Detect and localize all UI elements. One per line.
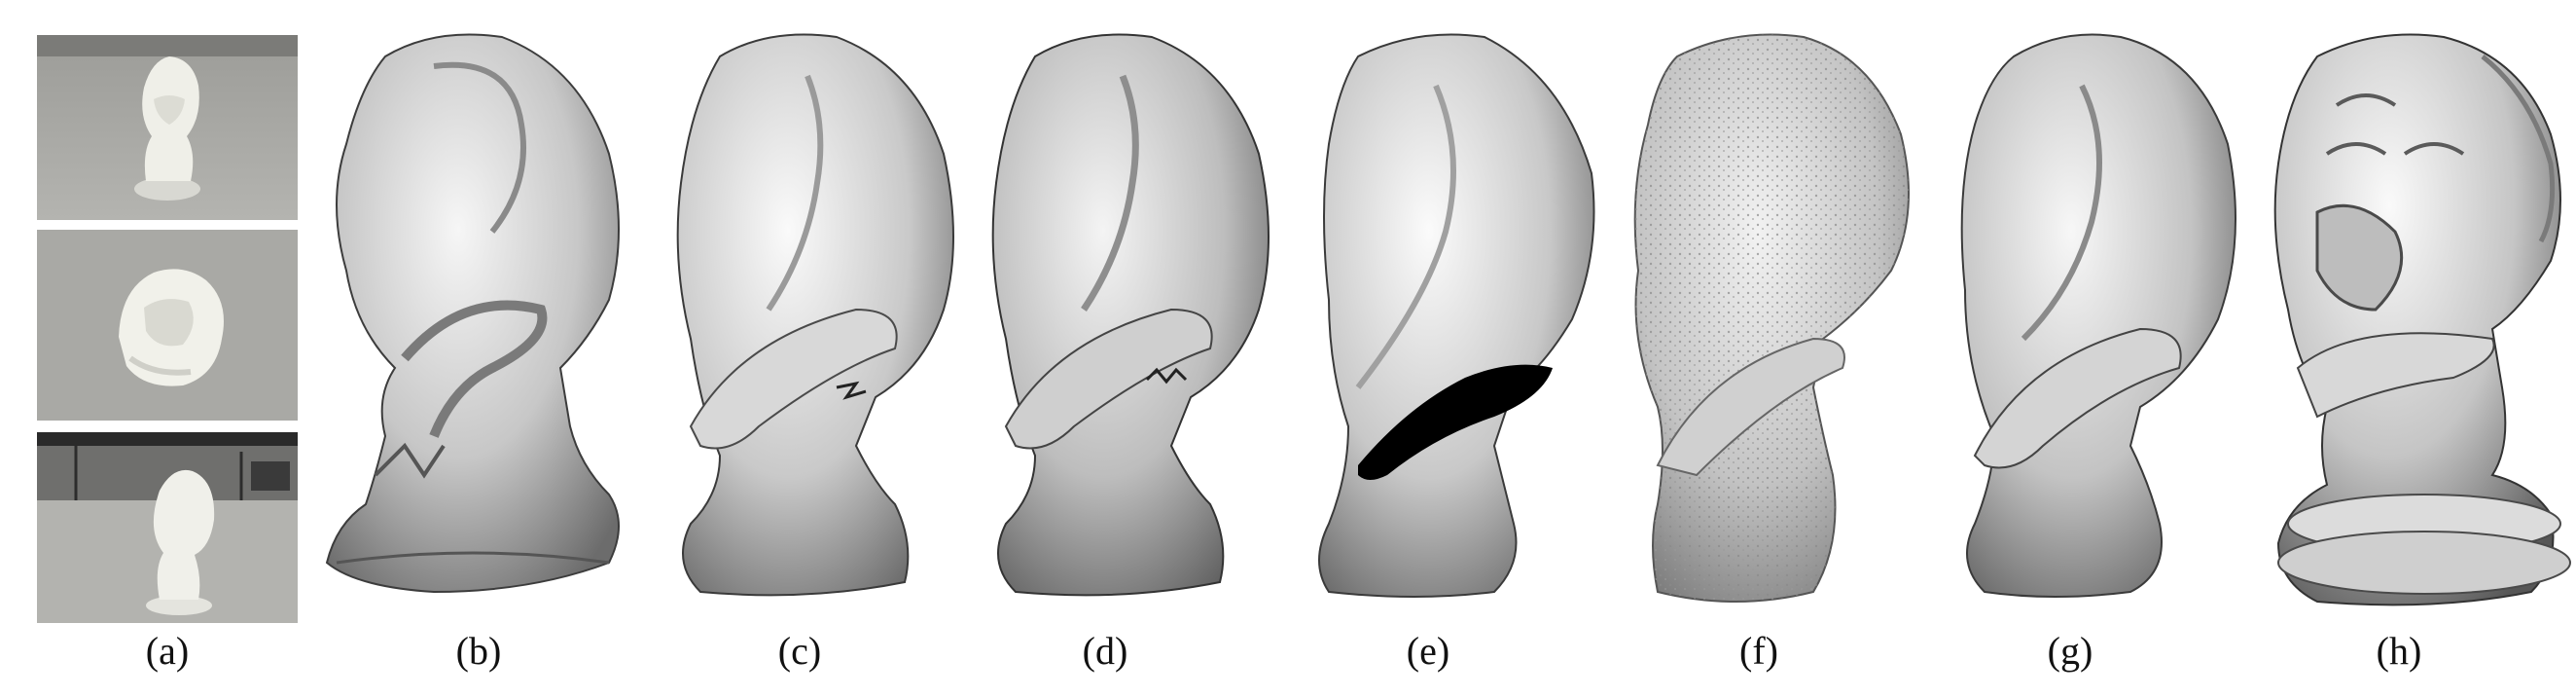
reconstruction-d [977, 18, 1288, 633]
reconstruction-e [1300, 18, 1611, 633]
caption-c: (c) [777, 629, 822, 673]
reconstruction-c [662, 18, 973, 633]
caption-a: (a) [145, 629, 190, 673]
caption-d: (d) [1082, 629, 1128, 673]
caption-g: (g) [2047, 629, 2093, 673]
reconstruction-f [1619, 18, 1930, 633]
caption-f: (f) [1739, 629, 1778, 673]
bust-photo-front [37, 35, 298, 220]
missing-region [1358, 364, 1553, 480]
reconstruction-b [317, 18, 638, 633]
caption-h: (h) [2376, 629, 2422, 673]
caption-e: (e) [1406, 629, 1450, 673]
bust-photo-top [37, 230, 298, 421]
bust-photo-side [37, 432, 298, 623]
reconstruction-g [1946, 18, 2247, 633]
caption-b: (b) [455, 629, 502, 673]
reconstruction-h-ground-truth [2259, 18, 2571, 633]
